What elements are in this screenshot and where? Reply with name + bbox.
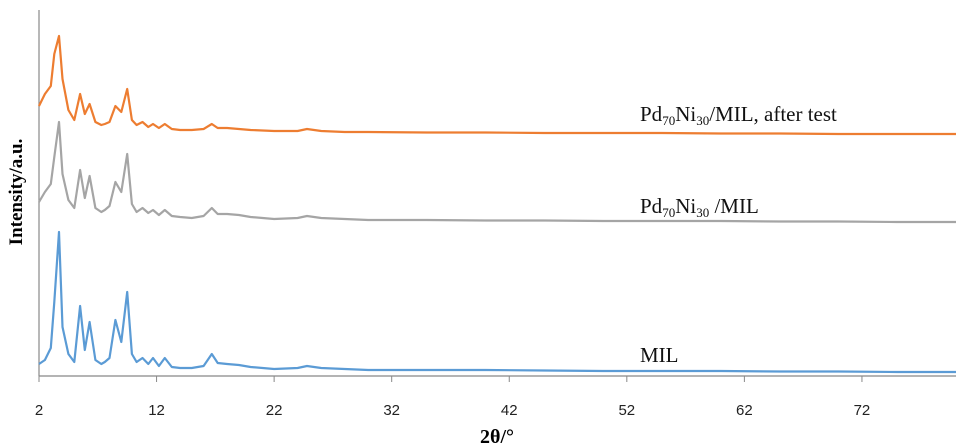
x-tick-label: 72 [854,402,871,419]
series-line-2 [38,34,956,136]
x-tick-label: 62 [736,402,753,419]
label-text: MIL [640,343,679,367]
label-subscript: 30 [696,205,709,220]
series-line-1 [38,120,956,224]
label-subscript: 70 [662,113,675,128]
label-text: Pd [640,194,663,218]
x-tick-label: 42 [501,402,518,419]
label-text: Ni [675,102,696,126]
series-label-1: Pd70Ni30 /MIL [640,194,759,220]
x-tick-label: 2 [35,402,43,419]
y-axis-title: Intensity/a.u. [6,139,27,246]
series-layer [38,34,956,374]
x-axis-title: 2θ/° [480,426,514,447]
label-subscript: 30 [696,113,709,128]
x-tick-label: 32 [383,402,400,419]
x-axis-ticks: 2 12 22 32 42 52 62 72 [35,376,870,419]
label-text: /MIL [709,194,759,218]
label-text: Ni [675,194,696,218]
series-label-0: MIL [640,343,679,367]
x-tick-label: 22 [266,402,283,419]
x-tick-label: 12 [148,402,165,419]
label-text: Pd [640,102,663,126]
series-label-2: Pd70Ni30/MIL, after test [640,102,837,128]
series-line-0 [38,230,956,374]
label-text: /MIL, after test [709,102,837,126]
x-tick-label: 52 [618,402,635,419]
label-subscript: 70 [662,205,675,220]
